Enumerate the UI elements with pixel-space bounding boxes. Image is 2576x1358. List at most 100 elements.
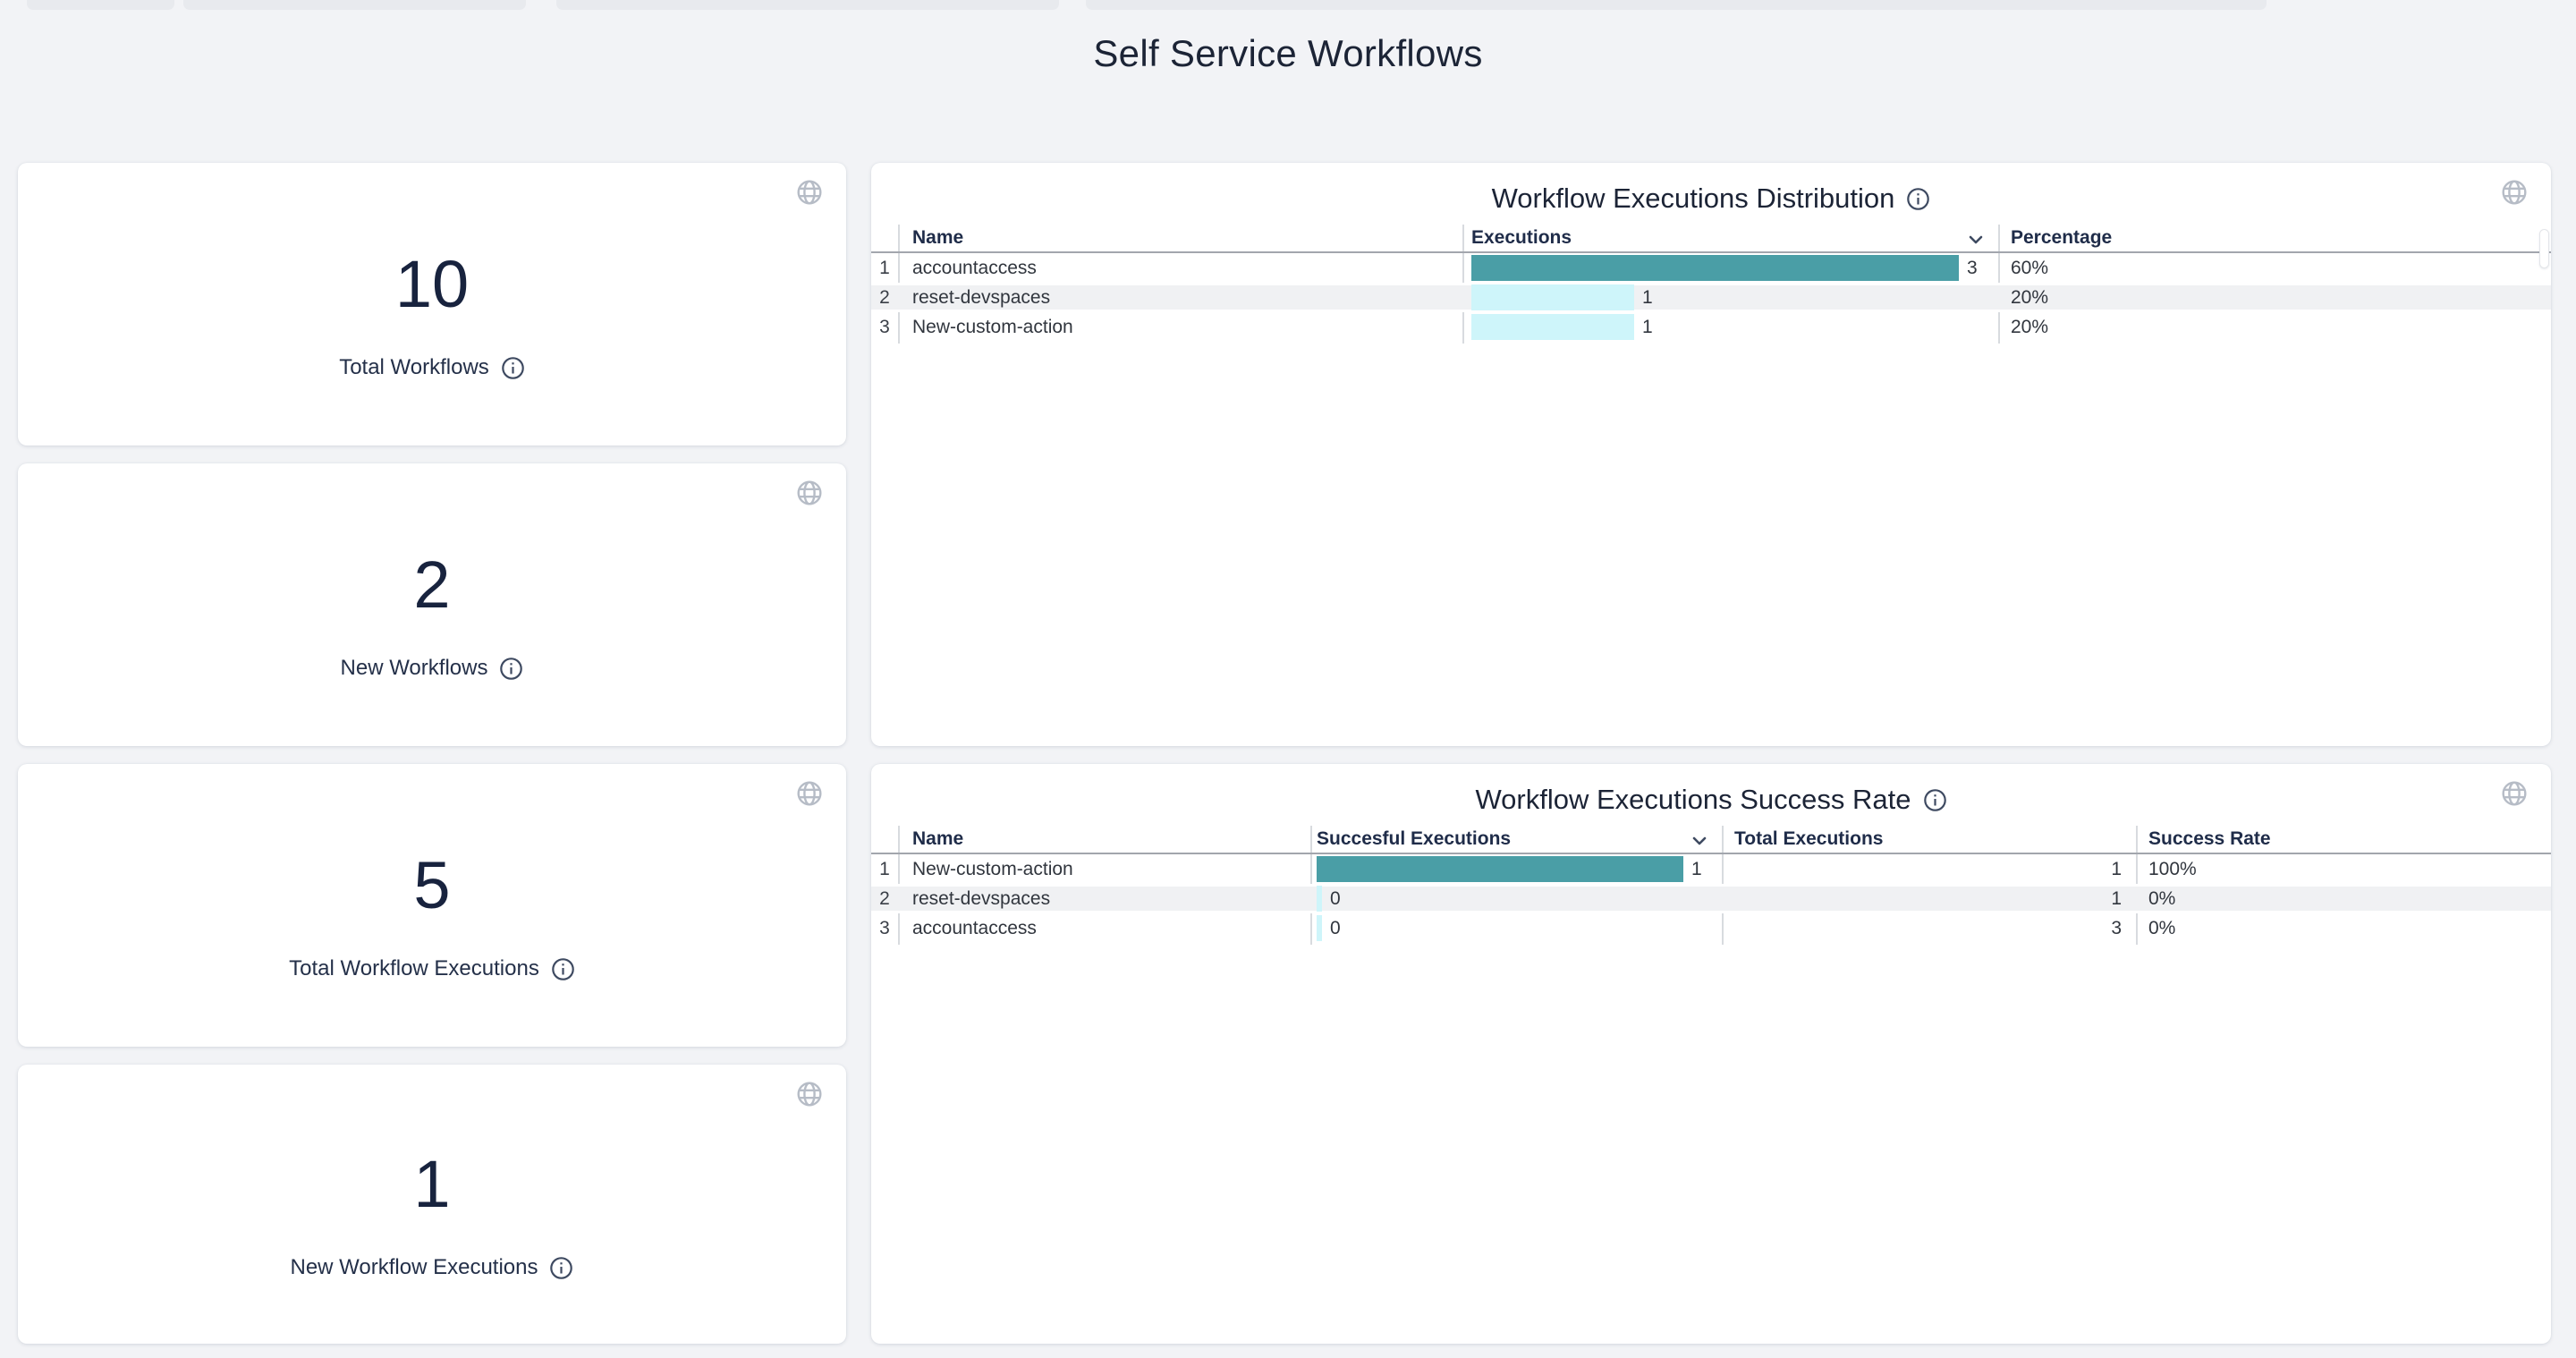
scrolled-out-element	[1086, 0, 2267, 10]
success-rate-value: 100%	[2148, 858, 2197, 879]
percentage-value: 20%	[2011, 316, 2049, 337]
row-index: 2	[879, 286, 890, 308]
scrollbar-thumb[interactable]	[2539, 229, 2549, 268]
workflow-name: New-custom-action	[912, 316, 1073, 337]
percentage-value: 20%	[2011, 286, 2049, 308]
executions-value: 1	[1642, 286, 1653, 308]
successful-value: 1	[1691, 858, 1702, 879]
page-title: Self Service Workflows	[1093, 32, 1483, 74]
table-title-row: Workflow Executions Success Rate	[871, 784, 2551, 816]
scrolled-out-element	[183, 0, 526, 10]
workflow-name: accountaccess	[912, 257, 1037, 278]
table-title: Workflow Executions Distribution	[1491, 182, 1895, 214]
row-index: 1	[879, 858, 890, 879]
stat-label-row: New Workflow Executions	[291, 1255, 574, 1280]
table-title-row: Workflow Executions Distribution	[871, 182, 2551, 215]
distribution-card: Workflow Executions Distribution Name Ex…	[871, 163, 2551, 746]
column-header-successful-label: Succesful Executions	[1317, 828, 1512, 849]
globe-icon[interactable]	[796, 1081, 823, 1108]
table-header-row: Name Succesful Executions Total Executio…	[871, 826, 2551, 854]
success-bar	[1317, 915, 1322, 941]
column-header-percentage[interactable]: Percentage	[2011, 227, 2113, 248]
success-bar	[1317, 886, 1322, 912]
executions-value: 3	[1967, 257, 1978, 278]
table-row[interactable]: 2 reset-devspaces 0 1 0%	[871, 884, 2551, 913]
successful-executions-cell: 0	[1310, 884, 1722, 913]
stat-card-new-workflows: 2 New Workflows	[18, 463, 846, 746]
executions-cell: 1	[1462, 283, 1998, 312]
info-icon[interactable]	[499, 657, 523, 681]
stat-label: New Workflows	[340, 656, 488, 680]
chevron-down-icon[interactable]	[1966, 230, 1986, 246]
successful-executions-cell: 1	[1310, 854, 1722, 884]
globe-icon[interactable]	[796, 179, 823, 206]
column-header-total-executions[interactable]: Total Executions	[1734, 828, 1884, 849]
table-row[interactable]: 1 New-custom-action 1 1 100%	[871, 854, 2551, 884]
column-header-executions[interactable]: Executions	[1462, 225, 1998, 251]
total-executions-value: 3	[2111, 917, 2122, 938]
table-row[interactable]: 3 New-custom-action 1 20%	[871, 312, 2551, 342]
column-header-success-rate[interactable]: Success Rate	[2148, 828, 2271, 849]
workflow-name: reset-devspaces	[912, 286, 1051, 308]
info-icon[interactable]	[549, 1256, 573, 1280]
successful-value: 0	[1330, 917, 1341, 938]
stat-label-row: Total Workflows	[339, 355, 525, 380]
row-index: 2	[879, 887, 890, 909]
execution-bar	[1471, 284, 1634, 310]
success-rate-card: Workflow Executions Success Rate Name Su…	[871, 764, 2551, 1344]
scrolled-out-element	[556, 0, 1059, 10]
stat-label-row: New Workflows	[341, 656, 524, 681]
stat-value: 1	[413, 1147, 451, 1221]
workflow-name: accountaccess	[912, 917, 1037, 938]
column-header-successful-executions[interactable]: Succesful Executions	[1310, 826, 1722, 853]
executions-cell: 1	[1462, 312, 1998, 342]
stat-label: Total Workflow Executions	[289, 956, 539, 980]
globe-icon[interactable]	[796, 780, 823, 807]
success-rate-value: 0%	[2148, 917, 2176, 938]
table-row[interactable]: 1 accountaccess 3 60%	[871, 253, 2551, 283]
stat-value: 5	[413, 848, 451, 922]
column-header-executions-label: Executions	[1471, 227, 1572, 248]
stat-value: 10	[394, 247, 470, 321]
table-title: Workflow Executions Success Rate	[1475, 784, 1911, 815]
chevron-down-icon[interactable]	[1690, 831, 1709, 847]
stat-card-total-workflow-executions: 5 Total Workflow Executions	[18, 764, 846, 1047]
stat-label: New Workflow Executions	[290, 1255, 538, 1279]
executions-value: 1	[1642, 316, 1653, 337]
scrolled-out-element	[27, 0, 174, 10]
column-header-index	[871, 826, 898, 853]
table-row[interactable]: 3 accountaccess 0 3 0%	[871, 913, 2551, 943]
globe-icon[interactable]	[796, 480, 823, 506]
table-header-row: Name Executions Percentage	[871, 225, 2551, 253]
total-executions-value: 1	[2111, 887, 2122, 909]
column-header-index	[871, 225, 898, 251]
stat-card-content: 2 New Workflows	[18, 463, 846, 746]
info-icon[interactable]	[1923, 788, 1947, 812]
column-header-name[interactable]: Name	[912, 227, 964, 248]
stat-card-content: 10 Total Workflows	[18, 163, 846, 446]
table-row[interactable]: 2 reset-devspaces 1 20%	[871, 283, 2551, 312]
percentage-value: 60%	[2011, 257, 2049, 278]
info-icon[interactable]	[501, 356, 525, 380]
stat-card-total-workflows: 10 Total Workflows	[18, 163, 846, 446]
executions-cell: 3	[1462, 253, 1998, 283]
execution-bar	[1471, 255, 1959, 281]
workflow-name: reset-devspaces	[912, 887, 1051, 909]
info-icon[interactable]	[551, 957, 575, 981]
stat-value: 2	[413, 547, 451, 622]
success-rate-value: 0%	[2148, 887, 2176, 909]
stat-card-content: 5 Total Workflow Executions	[18, 764, 846, 1047]
distribution-table: Name Executions Percentage 1 accountacce…	[871, 225, 2551, 344]
total-executions-value: 1	[2111, 858, 2122, 879]
column-header-name[interactable]: Name	[912, 828, 964, 849]
row-index: 3	[879, 316, 890, 337]
info-icon[interactable]	[1906, 187, 1930, 211]
row-index: 1	[879, 257, 890, 278]
execution-bar	[1471, 314, 1634, 340]
stat-card-new-workflow-executions: 1 New Workflow Executions	[18, 1065, 846, 1344]
stat-card-content: 1 New Workflow Executions	[18, 1065, 846, 1344]
stat-label-row: Total Workflow Executions	[289, 956, 575, 981]
workflow-name: New-custom-action	[912, 858, 1073, 879]
successful-value: 0	[1330, 887, 1341, 909]
